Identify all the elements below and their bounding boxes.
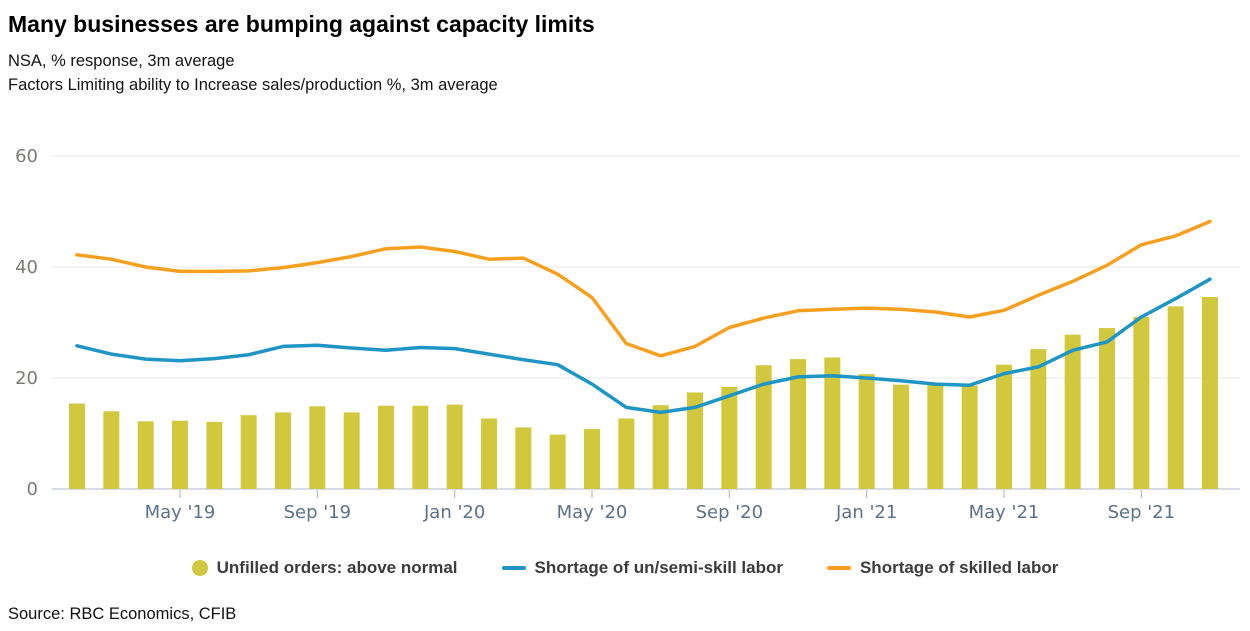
- svg-text:20: 20: [15, 368, 38, 389]
- chart-header: Many businesses are bumping against capa…: [0, 0, 1250, 97]
- subtitle-line-2: Factors Limiting ability to Increase sal…: [8, 76, 498, 94]
- svg-text:40: 40: [15, 257, 38, 278]
- svg-text:May '20: May '20: [557, 502, 628, 523]
- svg-text:Jan '21: Jan '21: [835, 502, 897, 523]
- svg-text:Sep '20: Sep '20: [696, 502, 764, 523]
- svg-text:Sep '21: Sep '21: [1108, 502, 1176, 523]
- legend-label: Shortage of skilled labor: [859, 558, 1059, 577]
- subtitle-block: NSA, % response, 3m average Factors Limi…: [8, 50, 1240, 97]
- svg-text:Sep '19: Sep '19: [284, 502, 352, 523]
- legend-item-skilled-labor: Shortage of skilled labor: [826, 558, 1059, 578]
- svg-text:Jan '20: Jan '20: [423, 502, 485, 523]
- subtitle-line-1: NSA, % response, 3m average: [8, 52, 235, 70]
- bar-series-marker-icon: [191, 560, 208, 576]
- chart-area: 0 20 40 60 May '19 Sep '19 Jan '20 May '20 Sep '…: [0, 134, 1250, 529]
- legend-label: Shortage of un/semi-skill labor: [534, 558, 783, 577]
- legend-item-unfilled-orders: Unfilled orders: above normal: [191, 558, 458, 578]
- svg-text:0: 0: [27, 479, 38, 500]
- source-note: Source: RBC Economics, CFIB: [8, 605, 237, 623]
- svg-text:May '19: May '19: [145, 502, 216, 523]
- page-title: Many businesses are bumping against capa…: [8, 11, 595, 37]
- orange-line-marker-icon: [826, 565, 851, 571]
- blue-line-marker-icon: [501, 565, 526, 571]
- legend-item-unsemi-skill-labor: Shortage of un/semi-skill labor: [501, 558, 783, 578]
- chart-canvas: 0 20 40 60 May '19 Sep '19 Jan '20 May '20 Sep '…: [15, 146, 1240, 523]
- chart-legend: Unfilled orders: above normal Shortage o…: [0, 555, 1250, 581]
- legend-label: Unfilled orders: above normal: [216, 558, 458, 577]
- svg-text:May '21: May '21: [969, 502, 1040, 523]
- svg-text:60: 60: [15, 146, 38, 167]
